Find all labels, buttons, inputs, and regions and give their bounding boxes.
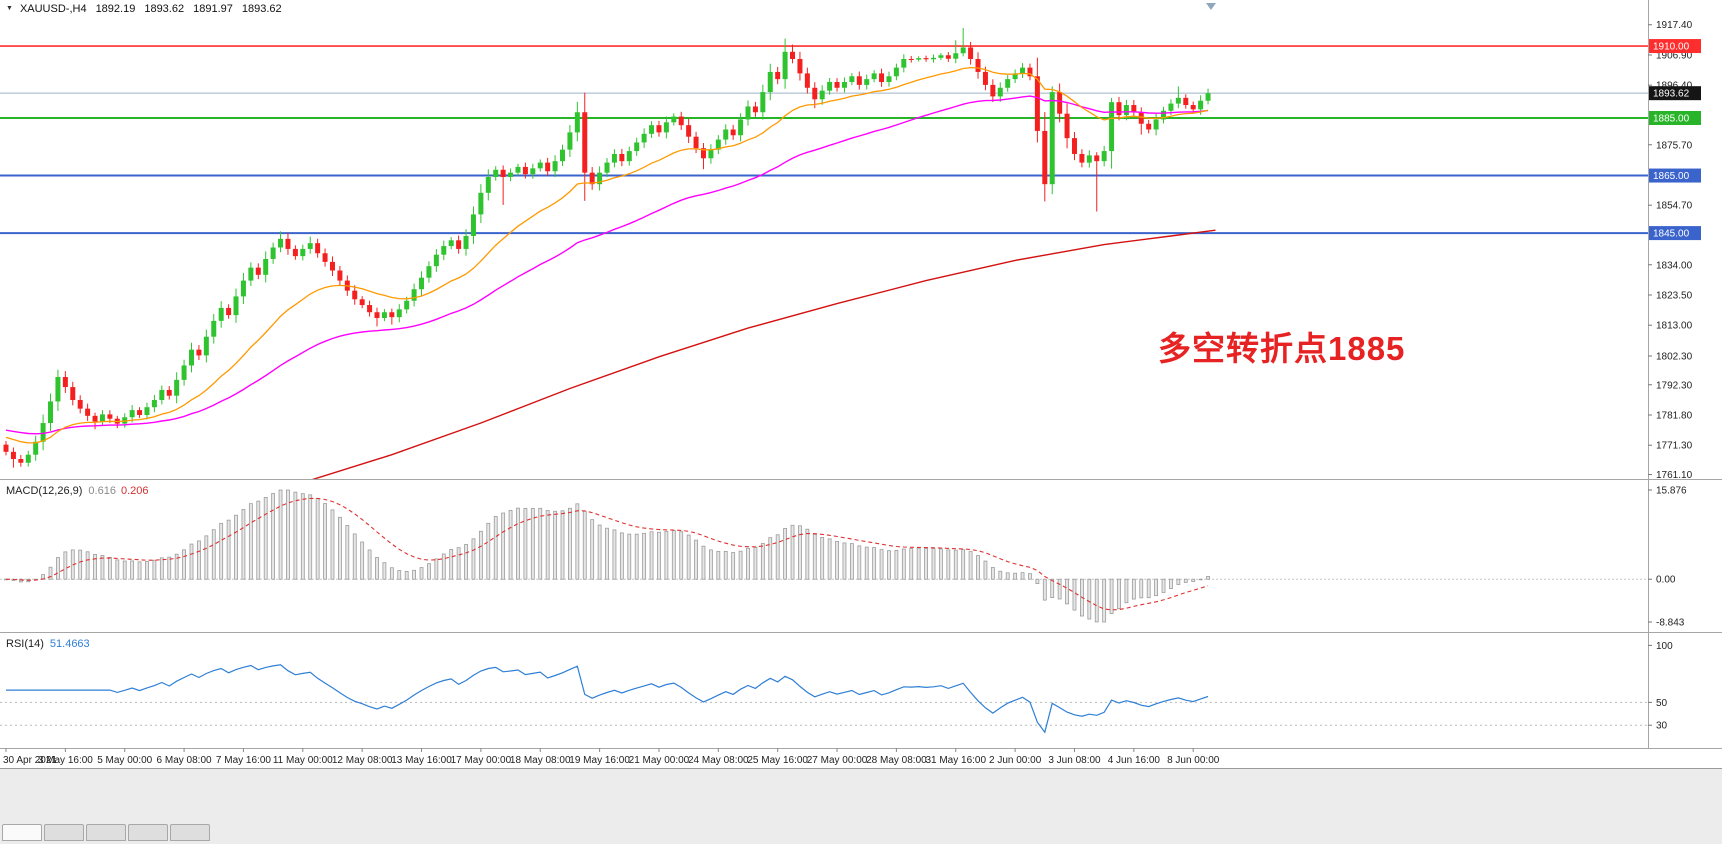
macd-pane[interactable] (0, 489, 1648, 623)
svg-text:100: 100 (1656, 641, 1673, 652)
svg-text:24 May 08:00: 24 May 08:00 (688, 755, 749, 766)
svg-text:3 May 16:00: 3 May 16:00 (38, 755, 93, 766)
svg-text:50: 50 (1656, 698, 1668, 709)
svg-text:1875.70: 1875.70 (1656, 140, 1693, 151)
svg-text:12 May 08:00: 12 May 08:00 (332, 755, 393, 766)
chart-tab-5[interactable] (170, 824, 210, 841)
macd-indicator-header: MACD(12,26,9) 0.616 0.206 (6, 485, 148, 497)
svg-text:8 Jun 00:00: 8 Jun 00:00 (1167, 755, 1220, 766)
svg-text:2 Jun 00:00: 2 Jun 00:00 (989, 755, 1042, 766)
ohlc-close: 1893.62 (241, 3, 282, 15)
svg-text:1823.50: 1823.50 (1656, 290, 1693, 301)
svg-text:21 May 00:00: 21 May 00:00 (629, 755, 690, 766)
chart-shift-marker-icon (1206, 3, 1216, 10)
svg-text:30: 30 (1656, 721, 1668, 732)
macd-main-value: 0.616 (88, 485, 116, 497)
chart-tab-bar (2, 824, 210, 841)
svg-text:31 May 16:00: 31 May 16:00 (925, 755, 986, 766)
symbol-marker-icon: ▼ (6, 4, 13, 12)
svg-text:28 May 08:00: 28 May 08:00 (866, 755, 927, 766)
svg-text:1781.80: 1781.80 (1656, 410, 1693, 421)
window-bottom-chrome (0, 768, 1722, 844)
svg-text:3 Jun 08:00: 3 Jun 08:00 (1048, 755, 1101, 766)
moving-average-lines (5, 66, 1216, 479)
rsi-indicator-header: RSI(14) 51.4663 (6, 638, 90, 650)
svg-text:1910.00: 1910.00 (1653, 42, 1690, 53)
macd-signal-line (5, 497, 1209, 611)
svg-text:1771.30: 1771.30 (1656, 441, 1693, 452)
svg-text:1802.30: 1802.30 (1656, 351, 1693, 362)
chart-tab-3[interactable] (86, 824, 126, 841)
rsi-line (6, 664, 1209, 734)
chart-canvas[interactable]: 1917.40 1906.90 1896.40 1875.70 1854.70 1834.… (0, 0, 1722, 768)
svg-text:7 May 16:00: 7 May 16:00 (216, 755, 271, 766)
svg-text:13 May 16:00: 13 May 16:00 (391, 755, 452, 766)
svg-text:18 May 08:00: 18 May 08:00 (510, 755, 571, 766)
svg-text:1813.00: 1813.00 (1656, 321, 1693, 332)
svg-text:1865.00: 1865.00 (1653, 171, 1690, 182)
chart-tab-4[interactable] (128, 824, 168, 841)
ma-slow-line (311, 229, 1216, 479)
svg-text:0.00: 0.00 (1656, 575, 1676, 586)
macd-label: MACD(12,26,9) (6, 485, 83, 497)
ma-mid-line (5, 95, 1209, 435)
rsi-value: 51.4663 (49, 638, 90, 650)
chart-tab-2[interactable] (44, 824, 84, 841)
chart-annotation-text[interactable]: 多空转折点1885 (1158, 330, 1406, 367)
svg-text:30 Apr 2021: 30 Apr 2021 (3, 755, 57, 766)
ohlc-low: 1891.97 (193, 3, 233, 15)
candlestick-series (3, 27, 1211, 468)
svg-text:1792.30: 1792.30 (1656, 380, 1693, 391)
svg-text:1761.10: 1761.10 (1656, 470, 1693, 481)
svg-text:1834.00: 1834.00 (1656, 260, 1693, 271)
svg-text:1896.40: 1896.40 (1656, 81, 1693, 92)
ohlc-high: 1893.62 (144, 3, 185, 15)
svg-text:1885.00: 1885.00 (1653, 113, 1690, 124)
svg-text:19 May 16:00: 19 May 16:00 (569, 755, 630, 766)
svg-text:25 May 16:00: 25 May 16:00 (747, 755, 808, 766)
symbol-timeframe-label: XAUUSD-,H4 (19, 3, 87, 15)
price-axis[interactable]: 1917.40 1906.90 1896.40 1875.70 1854.70 1834.… (1648, 20, 1701, 481)
ohlc-open: 1892.19 (95, 3, 136, 15)
rsi-axis[interactable]: 100 50 30 (1648, 641, 1673, 732)
horizontal-level-lines[interactable] (0, 45, 1648, 235)
svg-text:1854.70: 1854.70 (1656, 201, 1693, 212)
svg-text:15.876: 15.876 (1656, 486, 1687, 497)
rsi-pane[interactable] (0, 664, 1648, 734)
svg-text:27 May 00:00: 27 May 00:00 (807, 755, 868, 766)
chart-tab-1[interactable] (2, 824, 42, 841)
svg-text:4 Jun 16:00: 4 Jun 16:00 (1108, 755, 1161, 766)
svg-text:1893.62: 1893.62 (1653, 89, 1690, 100)
svg-text:1906.90: 1906.90 (1656, 50, 1693, 61)
macd-signal-value: 0.206 (120, 485, 149, 497)
svg-text:1917.40: 1917.40 (1656, 20, 1693, 31)
macd-axis[interactable]: 15.876 0.00 -8.843 (1648, 486, 1687, 629)
svg-text:17 May 00:00: 17 May 00:00 (451, 755, 512, 766)
rsi-label: RSI(14) (6, 638, 44, 650)
svg-text:-8.843: -8.843 (1656, 618, 1685, 629)
svg-text:6 May 08:00: 6 May 08:00 (157, 755, 212, 766)
ma-fast-line (5, 66, 1209, 444)
svg-text:11 May 00:00: 11 May 00:00 (273, 755, 333, 766)
symbol-ohlc-header: ▼ XAUUSD-,H4 1892.19 1893.62 1891.97 189… (6, 3, 282, 15)
pane-separators (0, 0, 1722, 749)
svg-text:5 May 00:00: 5 May 00:00 (97, 755, 152, 766)
svg-text:1845.00: 1845.00 (1653, 229, 1690, 240)
